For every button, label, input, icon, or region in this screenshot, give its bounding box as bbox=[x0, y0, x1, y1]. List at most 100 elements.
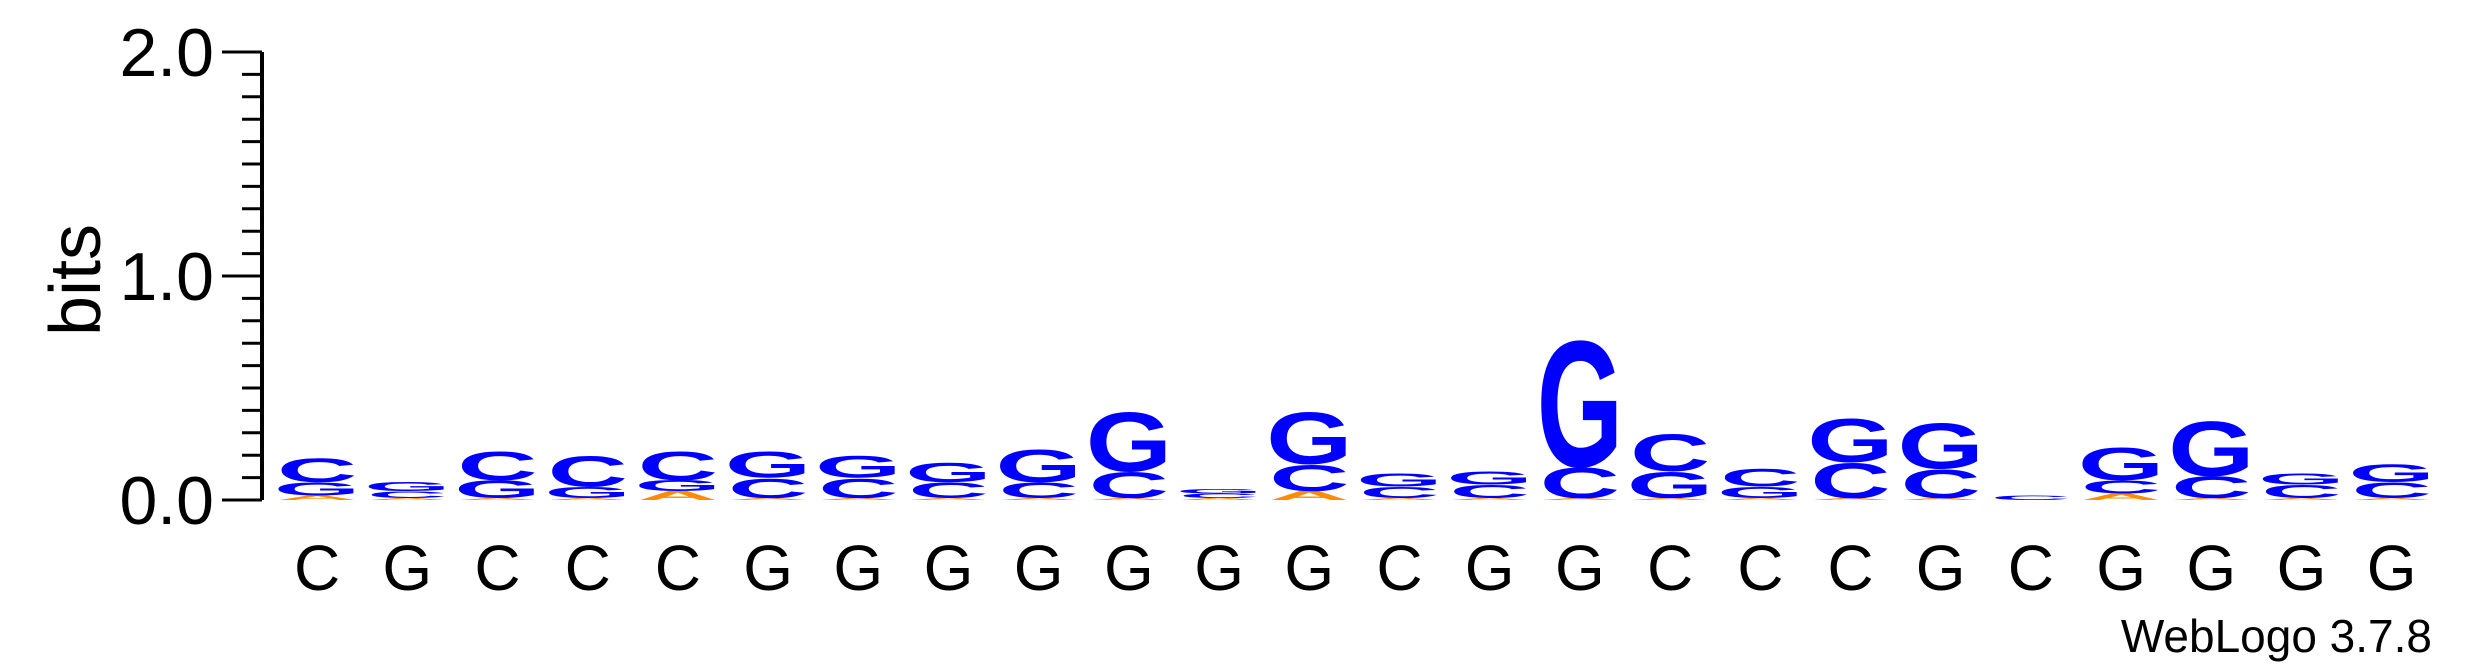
stack-letter-c: C bbox=[548, 447, 628, 496]
stack-letter-c: C bbox=[1901, 461, 1981, 506]
stack-letter-a: A bbox=[2352, 497, 2432, 500]
y-tick-label: 0.0 bbox=[119, 463, 214, 539]
stack-letter-c: C bbox=[2261, 481, 2341, 502]
letter-stack-16: AGC bbox=[1627, 423, 1713, 505]
stack-letter-c: C bbox=[1359, 484, 1439, 501]
letter-stack-24: ACG bbox=[2348, 460, 2434, 503]
stack-letter-a: A bbox=[2171, 497, 2251, 500]
letter-stack-1: AGC bbox=[274, 452, 360, 502]
stack-letter-c: C bbox=[1540, 459, 1620, 508]
stack-letter-a: A bbox=[1540, 497, 1620, 500]
y-axis-label: bits bbox=[36, 224, 116, 336]
stack-letter-a: A bbox=[2261, 497, 2341, 500]
x-tick-label: G bbox=[1194, 532, 1244, 604]
x-tick-label: C bbox=[294, 532, 340, 604]
x-tick-label: C bbox=[1647, 532, 1693, 604]
stack-letter-c: C bbox=[1269, 457, 1349, 499]
x-tick-label: G bbox=[2367, 532, 2417, 604]
letter-stack-10: ACG bbox=[1086, 395, 1172, 506]
stack-letter-g: G bbox=[1086, 395, 1172, 489]
letter-stack-17: AGC bbox=[1717, 464, 1803, 501]
x-tick-label: C bbox=[474, 532, 520, 604]
stack-letter-a: A bbox=[1089, 497, 1169, 500]
stack-letter-a: A bbox=[1810, 497, 1890, 500]
stack-letter-a: A bbox=[818, 497, 898, 500]
letter-stack-4: AGC bbox=[544, 447, 630, 501]
stack-letter-g: G bbox=[1446, 467, 1532, 488]
letter-stack-8: ACG bbox=[905, 457, 991, 502]
letter-stack-15: ACG bbox=[1537, 303, 1623, 507]
x-tick-label: G bbox=[1104, 532, 1154, 604]
stack-letter-c: C bbox=[728, 473, 808, 504]
stack-letter-c: C bbox=[1810, 453, 1890, 509]
stack-letter-g: G bbox=[995, 440, 1081, 492]
stack-letter-a: A bbox=[1450, 497, 1530, 500]
x-tick-label: G bbox=[743, 532, 793, 604]
x-tick-label: G bbox=[1916, 532, 1966, 604]
stack-letter-c: C bbox=[2171, 470, 2251, 505]
y-tick-label: 2.0 bbox=[119, 15, 214, 91]
stack-letter-c: C bbox=[457, 443, 537, 488]
letter-stack-5: AGC bbox=[635, 443, 721, 503]
stack-letter-c: C bbox=[908, 478, 988, 502]
stack-letter-g: G bbox=[454, 476, 540, 504]
x-tick-label: C bbox=[1827, 532, 1873, 604]
stack-letter-c: C bbox=[1720, 464, 1800, 492]
letter-stack-13: ACG bbox=[1356, 470, 1442, 501]
letter-stack-19: ACG bbox=[1897, 410, 1983, 507]
stack-letter-a: A bbox=[367, 497, 447, 500]
stack-letter-g: G bbox=[274, 479, 360, 500]
y-tick-label: 1.0 bbox=[119, 239, 214, 315]
x-tick-label: G bbox=[1465, 532, 1515, 604]
y-axis: 0.0 1.0 2.0 bbox=[119, 15, 264, 539]
stack-letter-a: A bbox=[277, 494, 357, 501]
stack-letter-g: G bbox=[1807, 406, 1893, 476]
stack-letter-a: A bbox=[1359, 497, 1439, 500]
letter-stack-11: ACG bbox=[1176, 488, 1262, 501]
stack-letter-g: G bbox=[815, 450, 901, 485]
stack-letter-a: A bbox=[638, 489, 718, 503]
x-tick-label: G bbox=[924, 532, 974, 604]
x-tick-label: C bbox=[565, 532, 611, 604]
stack-letter-c: C bbox=[2081, 476, 2161, 497]
stack-letter-a: A bbox=[457, 497, 537, 500]
stack-letter-c: C bbox=[1089, 464, 1169, 506]
stack-letter-g: G bbox=[1176, 488, 1262, 495]
x-tick-label: G bbox=[2096, 532, 2146, 604]
stack-letter-a: A bbox=[1269, 489, 1349, 503]
x-tick-label: C bbox=[2008, 532, 2054, 604]
x-tick-label: G bbox=[1014, 532, 1064, 604]
letter-stack-3: AGC bbox=[454, 443, 540, 503]
x-tick-label: G bbox=[2186, 532, 2236, 604]
stack-letter-c: C bbox=[638, 443, 718, 488]
stack-letter-g: G bbox=[1627, 464, 1713, 506]
stack-letter-c: C bbox=[1179, 492, 1259, 499]
stack-letter-g: G bbox=[1897, 410, 1983, 483]
stack-letter-c: C bbox=[367, 489, 447, 499]
stack-letter-g: G bbox=[1537, 303, 1623, 505]
x-tick-label: G bbox=[1284, 532, 1334, 604]
stack-letter-g: G bbox=[1717, 484, 1803, 501]
stack-letter-c: C bbox=[1991, 494, 2071, 501]
letter-stack-23: ACG bbox=[2258, 470, 2344, 502]
letter-stack-2: ACG bbox=[364, 480, 450, 501]
stack-letter-c: C bbox=[277, 452, 357, 490]
stack-letter-a: A bbox=[2081, 492, 2161, 502]
stack-letter-a: A bbox=[1179, 497, 1259, 500]
letter-stack-9: ACG bbox=[995, 440, 1081, 502]
stack-letter-g: G bbox=[725, 444, 811, 486]
x-tick-label: C bbox=[1376, 532, 1422, 604]
stack-letter-c: C bbox=[818, 473, 898, 504]
x-tick-label: C bbox=[655, 532, 701, 604]
letter-stack-12: ACG bbox=[1266, 397, 1352, 503]
stack-letter-a: A bbox=[999, 497, 1079, 500]
stack-letter-c: C bbox=[1450, 481, 1530, 502]
letter-stack-7: ACG bbox=[815, 450, 901, 504]
letter-stack-14: ACG bbox=[1446, 467, 1532, 501]
letter-stack-20: C bbox=[1991, 494, 2071, 501]
letter-stack-21: ACG bbox=[2078, 438, 2164, 502]
x-tick-label: G bbox=[833, 532, 883, 604]
stack-letter-a: A bbox=[1720, 497, 1800, 500]
